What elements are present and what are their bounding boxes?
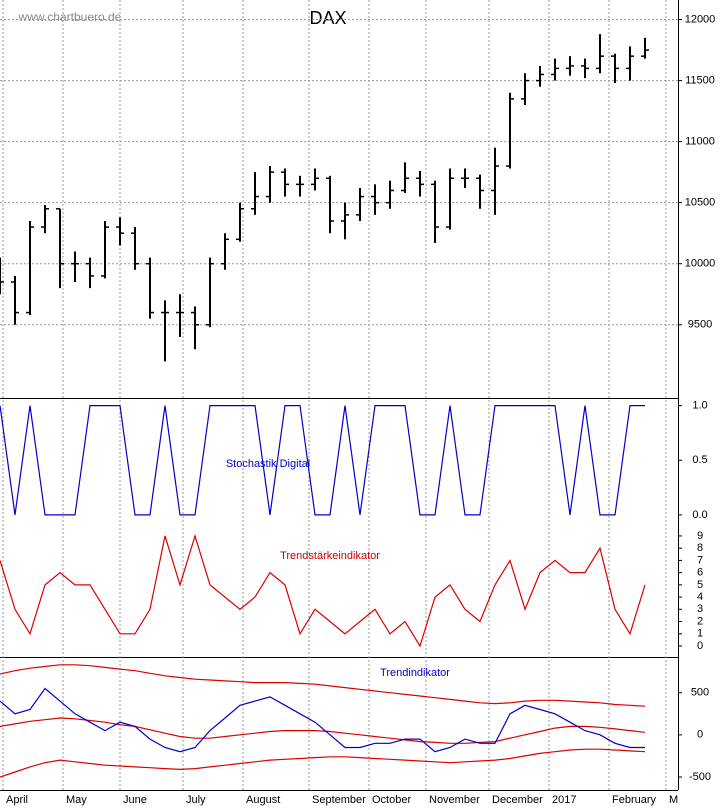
- y-tick-label: 500: [691, 687, 709, 699]
- line: [0, 687, 645, 753]
- x-tick-label: June: [123, 794, 147, 806]
- line: [0, 717, 646, 744]
- x-tick-label: May: [66, 794, 87, 806]
- line: [0, 748, 646, 778]
- y-tick-label: 10500: [685, 197, 716, 209]
- x-tick-label: October: [372, 794, 411, 806]
- y-tick-label: 11500: [685, 74, 715, 86]
- y-tick-label: 0: [697, 729, 703, 741]
- chart-title: DAX: [309, 8, 346, 28]
- y-tick-label: 8: [697, 542, 703, 554]
- panel-title: Trendstärkeindikator: [280, 550, 380, 562]
- line: [0, 533, 646, 648]
- y-tick-label: -500: [689, 771, 711, 783]
- y-tick-label: 1.0: [692, 400, 707, 412]
- x-tick-label: April: [6, 794, 28, 806]
- y-tick-label: 11000: [685, 136, 715, 148]
- step-line: [0, 405, 645, 516]
- y-tick-label: 0.0: [692, 509, 707, 521]
- x-tick-label: December: [492, 794, 543, 806]
- watermark: www.chartbuero.de: [18, 10, 122, 24]
- y-tick-label: 9500: [688, 319, 712, 331]
- y-tick-label: 10000: [685, 258, 716, 270]
- y-tick-label: 6: [697, 567, 703, 579]
- x-tick-label: July: [186, 794, 206, 806]
- x-tick-label: September: [312, 794, 366, 806]
- y-tick-label: 1: [697, 628, 703, 640]
- x-tick-label: February: [612, 794, 657, 806]
- y-tick-label: 12000: [685, 13, 716, 25]
- y-tick-label: 9: [697, 530, 703, 542]
- x-tick-label: August: [246, 794, 280, 806]
- y-tick-label: 4: [697, 591, 703, 603]
- panel-title: Stochastik Digital: [226, 458, 310, 470]
- panel-title: Trendindikator: [380, 667, 450, 679]
- x-tick-label: M: [669, 794, 678, 806]
- line: [0, 664, 646, 707]
- x-tick-label: November: [429, 794, 480, 806]
- y-tick-label: 3: [697, 603, 703, 615]
- y-tick-label: 0: [697, 640, 703, 652]
- y-tick-label: 2: [697, 615, 703, 627]
- y-tick-label: 0.5: [692, 454, 707, 466]
- y-tick-label: 7: [697, 554, 703, 566]
- x-tick-label: 2017: [552, 794, 576, 806]
- y-tick-label: 5: [697, 579, 703, 591]
